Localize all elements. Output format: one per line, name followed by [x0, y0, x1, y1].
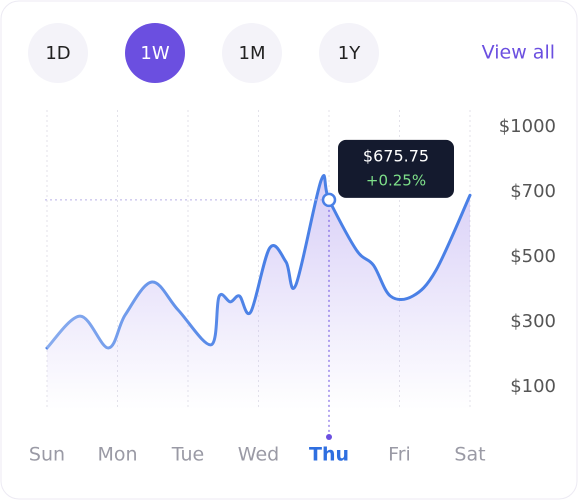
range-button[interactable]	[319, 23, 379, 83]
range-button[interactable]	[222, 23, 282, 83]
range-label[interactable]: 1Y	[338, 43, 361, 64]
range-label[interactable]: 1W	[140, 43, 169, 64]
x-tick-label: Thu	[309, 444, 349, 466]
view-all-link[interactable]: View all	[482, 42, 555, 64]
range-label[interactable]: 1M	[239, 43, 266, 64]
x-tick-label: Sun	[29, 444, 65, 466]
crosshair-dot	[326, 434, 332, 440]
tooltip-box	[338, 139, 454, 198]
range-label[interactable]: 1D	[45, 43, 70, 64]
y-tick-label: $1000	[499, 116, 556, 137]
y-tick-label: $100	[510, 376, 556, 397]
line-fade	[45, 173, 472, 350]
y-tick-label: $700	[510, 181, 556, 202]
x-tick-label: Wed	[238, 444, 279, 466]
range-button[interactable]	[125, 23, 185, 83]
highlight-point	[321, 192, 337, 208]
range-button[interactable]	[28, 23, 88, 83]
y-tick-label: $500	[510, 246, 556, 267]
x-tick-label: Sat	[454, 444, 485, 466]
tooltip-change: +0.25%	[366, 171, 426, 189]
tooltip-value: $675.75	[363, 146, 429, 165]
x-tick-label: Tue	[171, 444, 204, 466]
y-tick-label: $300	[510, 311, 556, 332]
x-tick-label: Fri	[388, 444, 411, 466]
x-tick-label: Mon	[97, 444, 137, 466]
